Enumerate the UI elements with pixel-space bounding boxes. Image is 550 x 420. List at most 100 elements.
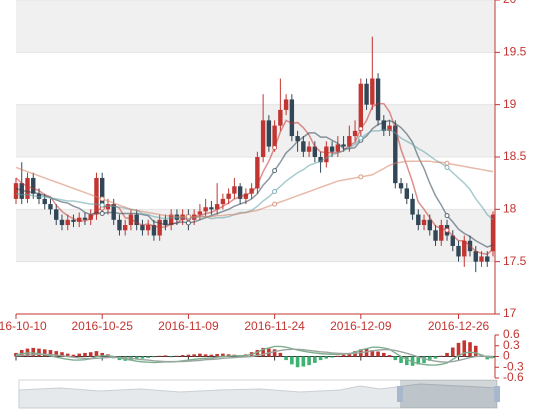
candle-body bbox=[318, 157, 323, 163]
line-symbol bbox=[272, 201, 278, 207]
candle-body bbox=[260, 120, 266, 157]
moving-average-line bbox=[15, 129, 494, 221]
macd-bar bbox=[157, 355, 162, 357]
macd-y-tick-label: 0.6 bbox=[503, 327, 520, 341]
candle-body bbox=[168, 214, 174, 226]
macd-bar bbox=[364, 348, 369, 357]
macd-line bbox=[15, 345, 494, 366]
candle-body bbox=[237, 186, 243, 199]
candle-body bbox=[140, 225, 145, 231]
macd-bar bbox=[175, 355, 179, 357]
candle-body bbox=[220, 198, 226, 205]
y-tick-label: 17 bbox=[503, 306, 517, 320]
line-symbol bbox=[444, 160, 450, 166]
line-symbol bbox=[444, 227, 450, 233]
macd-bar bbox=[83, 352, 87, 357]
macd-bar bbox=[134, 356, 139, 360]
candle-body bbox=[209, 207, 214, 210]
y-tick-label: 20 bbox=[503, 0, 517, 6]
candle-body bbox=[485, 256, 490, 262]
candle-body bbox=[13, 183, 19, 199]
line-symbol bbox=[444, 164, 450, 170]
x-tick-label: 2016-12-09 bbox=[330, 319, 392, 333]
candle-body bbox=[82, 217, 88, 220]
data-zoom[interactable] bbox=[18, 379, 500, 409]
macd-y-tick-label: -0.6 bbox=[503, 370, 524, 384]
line-symbol bbox=[444, 213, 450, 219]
macd-bar bbox=[163, 355, 168, 357]
macd-bar bbox=[215, 353, 219, 357]
macd-bar bbox=[295, 356, 300, 368]
macd-bar bbox=[255, 350, 260, 357]
macd-bar bbox=[42, 349, 47, 357]
x-tick-label: 2016-11-24 bbox=[244, 319, 305, 333]
candle-body bbox=[450, 235, 455, 246]
macd-bar bbox=[221, 353, 225, 357]
candle-body bbox=[421, 219, 427, 226]
macd-bar bbox=[146, 356, 150, 358]
macd-bar bbox=[393, 356, 398, 361]
y-tick-label: 18 bbox=[503, 202, 517, 216]
macd-bar bbox=[31, 347, 36, 357]
candle-body bbox=[404, 188, 409, 199]
macd-y-tick-label: 0.3 bbox=[503, 338, 520, 352]
macd-bar bbox=[54, 351, 59, 357]
candle-body bbox=[439, 225, 444, 241]
moving-average-line bbox=[15, 102, 494, 256]
macd-bar bbox=[100, 352, 105, 357]
macd-bar bbox=[324, 356, 329, 359]
macd-bar bbox=[456, 342, 461, 357]
macd-bar bbox=[203, 354, 208, 357]
macd-bar bbox=[462, 340, 467, 357]
candle-body bbox=[54, 209, 59, 220]
candle-body bbox=[370, 78, 375, 105]
candle-body bbox=[243, 193, 249, 199]
line-symbol bbox=[272, 189, 278, 195]
candle-body bbox=[249, 188, 254, 194]
candle-body bbox=[59, 219, 65, 226]
zoom-handle[interactable] bbox=[494, 386, 500, 402]
macd-bar bbox=[307, 356, 311, 366]
macd-bar bbox=[439, 355, 444, 357]
candle-body bbox=[335, 144, 341, 152]
candle-body bbox=[151, 225, 157, 236]
macd-bar bbox=[94, 351, 99, 357]
macd-bar bbox=[399, 356, 403, 363]
candle-body bbox=[393, 125, 398, 184]
macd-bar bbox=[450, 347, 455, 357]
macd-bar bbox=[422, 356, 426, 363]
macd-bar bbox=[278, 352, 283, 357]
candle-body bbox=[387, 125, 392, 131]
candle-body bbox=[289, 99, 295, 137]
candle-body bbox=[42, 198, 47, 205]
macd-bar bbox=[330, 356, 334, 358]
split-area bbox=[16, 0, 495, 53]
macd-bar bbox=[336, 355, 340, 357]
candle-body bbox=[375, 78, 381, 121]
y-tick-label: 17.5 bbox=[503, 254, 527, 268]
candle-body bbox=[433, 230, 438, 241]
zoom-handle[interactable] bbox=[397, 386, 403, 402]
candle-body bbox=[278, 109, 283, 126]
line-symbol bbox=[185, 214, 191, 220]
macd-bar bbox=[48, 350, 53, 357]
candle-body bbox=[117, 219, 122, 231]
split-area bbox=[16, 104, 495, 157]
candle-body bbox=[306, 146, 312, 152]
macd-y-tick-label: -0.3 bbox=[503, 359, 524, 373]
candle-body bbox=[427, 219, 432, 231]
macd-bar bbox=[77, 353, 82, 357]
candle-body bbox=[255, 157, 260, 189]
macd-bar bbox=[272, 349, 277, 357]
macd-bar bbox=[284, 356, 288, 361]
macd-bar bbox=[313, 356, 317, 363]
macd-bar bbox=[387, 355, 392, 357]
line-symbol bbox=[99, 211, 105, 217]
zoom-selection[interactable] bbox=[400, 380, 497, 408]
y-tick-label: 19.5 bbox=[503, 45, 527, 59]
candle-body bbox=[25, 177, 30, 199]
macd-bar bbox=[473, 345, 478, 357]
line-symbol bbox=[99, 202, 105, 208]
candle-body bbox=[163, 219, 168, 226]
